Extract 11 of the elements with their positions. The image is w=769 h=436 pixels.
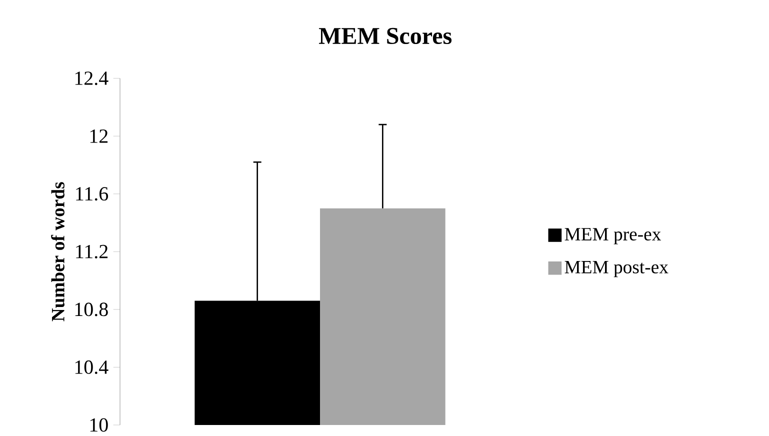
y-tick-label: 10: [90, 418, 108, 432]
y-tick-label: 11.6: [76, 187, 108, 201]
y-axis-title: Number of words: [51, 182, 64, 322]
y-tick-label: 10.8: [75, 302, 108, 316]
y-tick-label: 12: [90, 129, 108, 143]
y-tick-label: 11.2: [76, 244, 108, 258]
y-tick-label: 12.4: [75, 72, 108, 86]
y-tick-label: 10.4: [75, 360, 108, 374]
legend-label: MEM pre-ex: [564, 228, 661, 244]
legend-label: MEM post-ex: [564, 260, 668, 278]
chart-title: MEM Scores: [318, 28, 452, 44]
